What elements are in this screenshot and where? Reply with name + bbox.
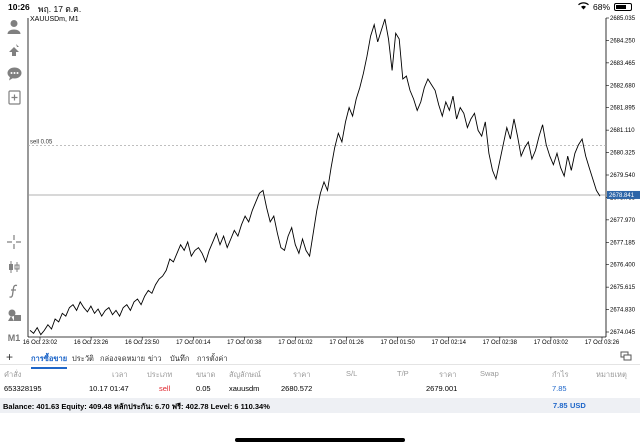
add-tab-button[interactable]: + <box>6 350 14 364</box>
time-tick-label: 17 Oct 00:38 <box>227 340 262 346</box>
tab-history[interactable]: ประวัติ <box>72 354 94 363</box>
row-type: sell <box>159 384 171 393</box>
bottom-tabs: + การซื้อขาย ประวัติ กล่องจดหมาย ข่าว บั… <box>0 349 640 369</box>
position-row[interactable]: 653328195 10.17 01:47 sell 0.05 xauusdm … <box>0 381 640 397</box>
tab-trade[interactable]: การซื้อขาย <box>31 354 68 369</box>
header-profit: กำไร <box>552 370 569 379</box>
price-tick-label: 2680.325 <box>610 151 636 157</box>
row-current-price: 2679.001 <box>426 384 458 393</box>
row-time: 10.17 01:47 <box>89 384 129 393</box>
price-tick-label: 2679.540 <box>610 173 636 179</box>
tab-mailbox[interactable]: กล่องจดหมาย <box>100 354 146 363</box>
tab-settings[interactable]: การตั้งค่า <box>197 354 228 363</box>
row-open-price: 2680.572 <box>281 384 313 393</box>
price-tick-label: 2677.185 <box>610 240 636 246</box>
chart-toolbar: M1 <box>0 14 28 347</box>
chart-type-icon[interactable] <box>4 257 24 277</box>
header-sl: S/L <box>346 369 358 378</box>
objects-icon[interactable] <box>4 305 24 325</box>
crosshair-icon[interactable] <box>4 232 24 252</box>
account-icon[interactable] <box>4 16 24 36</box>
time-tick-label: 17 Oct 02:38 <box>483 340 518 346</box>
header-current-price: ราคา <box>439 370 457 379</box>
time-tick-label: 16 Oct 23:50 <box>125 340 160 346</box>
time-tick-label: 16 Oct 23:26 <box>74 340 109 346</box>
time-tick-label: 17 Oct 03:02 <box>534 340 569 346</box>
row-volume: 0.05 <box>196 384 211 393</box>
tab-news[interactable]: ข่าว <box>148 354 162 363</box>
home-indicator[interactable] <box>235 438 405 442</box>
status-time: 10:26 <box>8 2 30 12</box>
price-tick-label: 2683.465 <box>610 61 636 67</box>
battery-percent: 68% <box>592 2 610 12</box>
currency-label: USD <box>570 401 586 410</box>
battery-icon <box>614 3 632 11</box>
price-tick-label: 2677.970 <box>610 218 636 224</box>
chart-symbol-label: XAUUSDm, M1 <box>30 16 79 23</box>
row-ticket: 653328195 <box>4 384 42 393</box>
header-type: ประเภท <box>147 370 173 379</box>
balance-text: Balance: 401.63 Equity: 409.48 หลักประกั… <box>3 402 270 411</box>
time-tick-label: 17 Oct 03:26 <box>585 340 620 346</box>
price-tick-label: 2681.895 <box>610 106 636 112</box>
row-profit: 7.85 <box>552 384 567 393</box>
status-bar: 10:26 พฤ. 17 ต.ค. 68% <box>0 0 640 14</box>
row-symbol: xauusdm <box>229 384 260 393</box>
header-ticket: คำสั่ง <box>4 370 22 379</box>
time-tick-label: 17 Oct 02:14 <box>432 340 467 346</box>
balance-bar: Balance: 401.63 Equity: 409.48 หลักประกั… <box>0 398 640 413</box>
trade-arrows-icon[interactable] <box>4 40 24 60</box>
timeframe-button[interactable]: M1 <box>7 333 21 343</box>
price-tick-label: 2676.400 <box>610 263 636 269</box>
price-tick-label: 2685.035 <box>610 16 636 22</box>
price-tick-label: 2675.615 <box>610 285 636 291</box>
current-price-badge <box>607 190 640 199</box>
tab-journal[interactable]: บันทึก <box>170 354 190 363</box>
price-tick-label: 2674.045 <box>610 330 636 336</box>
price-tick-label: 2681.110 <box>610 128 635 134</box>
chat-icon[interactable] <box>4 64 24 84</box>
status-date: พฤ. 17 ต.ค. <box>38 4 82 14</box>
price-tick-label: 2674.830 <box>610 308 636 314</box>
status-right: 68% <box>578 2 632 12</box>
current-price-badge-label: 2678.841 <box>609 193 635 199</box>
time-tick-label: 16 Oct 23:02 <box>23 340 58 346</box>
header-comment: หมายเหตุ <box>596 370 627 379</box>
time-tick-label: 17 Oct 01:50 <box>380 340 415 346</box>
price-tick-label: 2682.680 <box>610 83 636 89</box>
time-tick-label: 17 Oct 01:02 <box>278 340 313 346</box>
price-tick-label: 2684.250 <box>610 38 636 44</box>
time-tick-label: 17 Oct 00:14 <box>176 340 211 346</box>
price-chart[interactable]: sell 0.05 2685.035 2684.250 2683.465 2682.68… <box>0 14 640 347</box>
trade-table-header: คำสั่ง เวลา ประเภท ขนาด สัญลักษณ์ ราคา S… <box>0 366 640 380</box>
time-tick-label: 17 Oct 01:26 <box>329 340 364 346</box>
wifi-icon <box>578 2 589 12</box>
header-price: ราคา <box>293 370 311 379</box>
price-series-line <box>29 18 601 336</box>
header-symbol: สัญลักษณ์ <box>229 370 262 379</box>
tabs-menu-icon[interactable] <box>620 351 632 364</box>
indicators-icon[interactable] <box>4 281 24 301</box>
header-tp: T/P <box>397 369 409 378</box>
header-time: เวลา <box>112 370 128 379</box>
new-chart-icon[interactable] <box>4 87 24 107</box>
header-swap: Swap <box>480 369 499 378</box>
total-profit: 7.85 <box>553 401 568 410</box>
header-volume: ขนาด <box>196 370 216 379</box>
sell-order-label: sell 0.05 <box>30 140 53 146</box>
